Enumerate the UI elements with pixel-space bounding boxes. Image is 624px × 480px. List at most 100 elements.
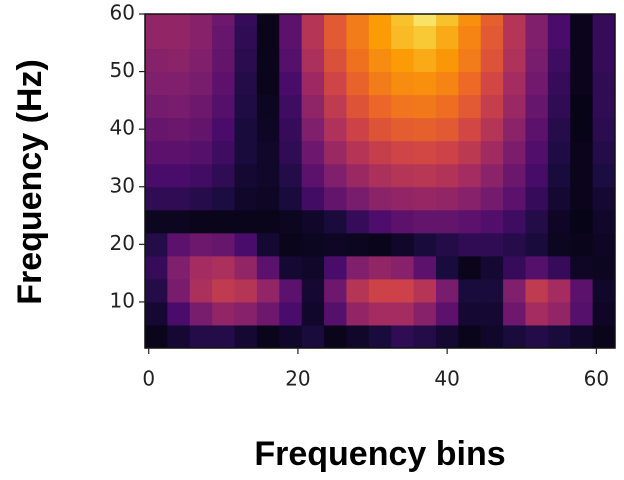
heatmap-cell [301,324,325,348]
heatmap-cell [592,117,615,142]
heatmap-cell [391,117,415,142]
heatmap-cell [503,25,526,50]
heatmap-cell [256,117,280,142]
heatmap-cell [279,186,303,211]
heatmap-cell [167,255,191,280]
heatmap-cell [301,94,325,119]
heatmap-cell [301,186,325,211]
heatmap-cell [435,25,459,50]
heatmap-cell [279,14,303,27]
heatmap-cell [279,324,303,348]
heatmap-cell [547,48,571,73]
heatmap-cell [301,14,325,27]
heatmap-cell [167,209,191,234]
heatmap-cell [368,25,392,50]
heatmap-cell [458,71,482,96]
heatmap-cell [480,232,504,257]
heatmap-cell [256,278,280,303]
heatmap-cell [368,14,392,27]
heatmap-cell [570,232,594,257]
heatmap-cell [234,163,258,188]
heatmap-cell [346,94,370,119]
heatmap-cell [570,140,594,165]
heatmap-cell [413,48,437,73]
heatmap-cell [279,117,303,142]
heatmap-cell [212,71,236,96]
heatmap-cell [279,232,303,257]
heatmap-cell [525,48,549,73]
heatmap-cell [435,209,459,234]
heatmap-cell [458,14,482,27]
heatmap-cell [480,255,504,280]
heatmap-cell [592,163,615,188]
heatmap-cell [279,209,303,234]
heatmap-cell [391,301,415,326]
heatmap-cell [346,278,370,303]
heatmap-cell [234,278,258,303]
heatmap-cell [234,186,258,211]
heatmap-cell [167,25,191,50]
heatmap-cell [547,117,571,142]
heatmap-cell [413,117,437,142]
heatmap-cell [279,278,303,303]
heatmap-cell [570,25,594,50]
heatmap-cell [435,94,459,119]
heatmap-cell [167,48,191,73]
heatmap-cell [570,48,594,73]
heatmap-cell [413,94,437,119]
heatmap-cell [189,48,213,73]
heatmap-cell [368,255,392,280]
heatmap-cell [525,278,549,303]
plot-frame [144,13,616,349]
heatmap-cell [368,140,392,165]
heatmap-cell [346,324,370,348]
heatmap-cell [592,301,615,326]
heatmap-cell [480,48,504,73]
heatmap-cell [301,278,325,303]
heatmap-cell [301,25,325,50]
heatmap-cell [480,278,504,303]
heatmap-cell [503,209,526,234]
heatmap-cell [167,324,191,348]
heatmap-cell [167,163,191,188]
heatmap-cell [413,71,437,96]
heatmap-cell [435,163,459,188]
heatmap-cell [368,301,392,326]
x-tick-label: 20 [285,367,310,391]
heatmap-cell [189,14,213,27]
heatmap-cell [547,14,571,27]
heatmap-cell [368,278,392,303]
heatmap-cell [480,117,504,142]
heatmap-cell [279,94,303,119]
heatmap-cell [458,186,482,211]
heatmap-cell [324,14,347,27]
heatmap-cell [301,71,325,96]
heatmap-cell [212,324,236,348]
heatmap-cell [413,232,437,257]
heatmap-cell [525,255,549,280]
heatmap-cell [592,25,615,50]
x-axis-label: Frequency bins [254,435,505,473]
heatmap-cell [413,163,437,188]
heatmap-cell [525,25,549,50]
heatmap-cell [145,186,168,211]
heatmap-cell [525,71,549,96]
heatmap-cell [458,48,482,73]
heatmap-cell [189,278,213,303]
heatmap-cell [256,209,280,234]
heatmap-cell [346,255,370,280]
heatmap-cell [324,232,347,257]
heatmap-cell [480,25,504,50]
heatmap-cell [391,232,415,257]
heatmap-cell [301,48,325,73]
heatmap-cell [435,278,459,303]
y-tick-label: 40 [110,116,135,140]
heatmap-cell [391,25,415,50]
heatmap-cell [570,301,594,326]
heatmap-cell [324,25,347,50]
heatmap-cell [503,301,526,326]
heatmap-cell [167,301,191,326]
heatmap-cell [167,94,191,119]
heatmap-cell [256,186,280,211]
